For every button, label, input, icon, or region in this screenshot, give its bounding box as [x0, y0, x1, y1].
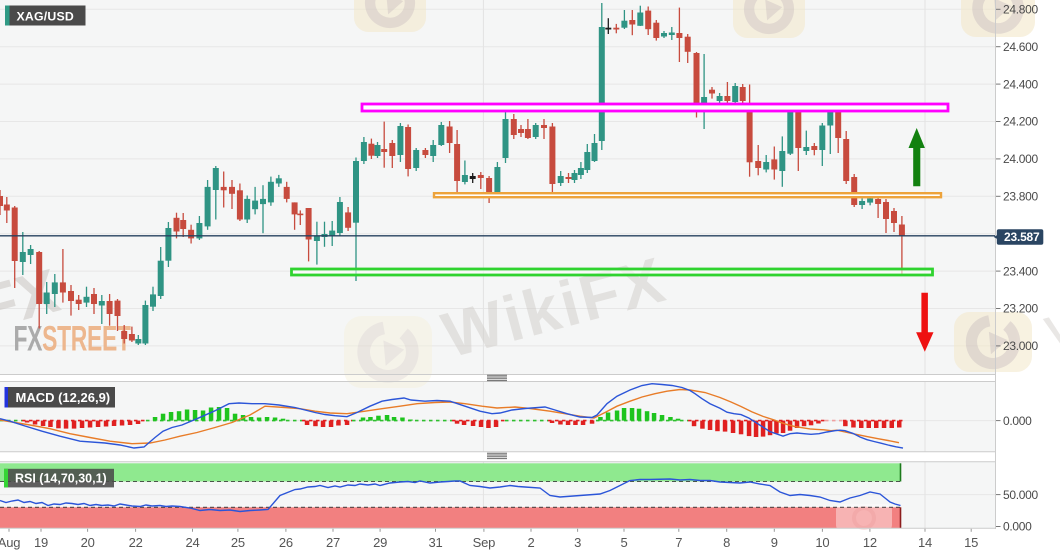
svg-text:25: 25 [231, 535, 245, 550]
svg-text:Sep: Sep [473, 535, 496, 550]
svg-text:27: 27 [326, 535, 340, 550]
svg-text:29: 29 [373, 535, 387, 550]
svg-text:23.200: 23.200 [1003, 302, 1039, 316]
svg-text:RSI (14,70,30,1): RSI (14,70,30,1) [15, 472, 107, 486]
svg-text:5: 5 [620, 535, 627, 550]
svg-text:Aug: Aug [0, 535, 20, 550]
svg-text:XAG/USD: XAG/USD [17, 9, 74, 23]
svg-text:3: 3 [574, 535, 581, 550]
svg-text:22: 22 [129, 535, 143, 550]
svg-text:12: 12 [863, 535, 877, 550]
svg-text:26: 26 [279, 535, 293, 550]
svg-text:24.600: 24.600 [1003, 40, 1039, 54]
svg-text:20: 20 [81, 535, 95, 550]
svg-text:24.800: 24.800 [1003, 3, 1039, 17]
svg-text:9: 9 [771, 535, 778, 550]
svg-text:23.000: 23.000 [1003, 339, 1039, 353]
svg-text:0.000: 0.000 [1003, 414, 1032, 428]
svg-text:7: 7 [675, 535, 682, 550]
svg-text:2: 2 [527, 535, 534, 550]
svg-text:MACD (12,26,9): MACD (12,26,9) [16, 390, 111, 405]
svg-text:FXSTREET: FXSTREET [14, 320, 131, 359]
svg-text:0.000: 0.000 [1003, 520, 1032, 534]
svg-text:8: 8 [723, 535, 730, 550]
svg-text:19: 19 [34, 535, 48, 550]
svg-text:24.400: 24.400 [1003, 77, 1039, 91]
svg-text:23.800: 23.800 [1003, 190, 1039, 204]
svg-text:23.400: 23.400 [1003, 264, 1039, 278]
svg-text:15: 15 [964, 535, 978, 550]
svg-text:23.587: 23.587 [1004, 230, 1040, 244]
svg-text:31: 31 [428, 535, 442, 550]
svg-text:14: 14 [918, 535, 932, 550]
svg-text:10: 10 [815, 535, 829, 550]
svg-text:24.000: 24.000 [1003, 152, 1039, 166]
svg-text:24: 24 [185, 535, 199, 550]
svg-text:50.000: 50.000 [1003, 488, 1039, 502]
svg-text:24.200: 24.200 [1003, 115, 1039, 129]
